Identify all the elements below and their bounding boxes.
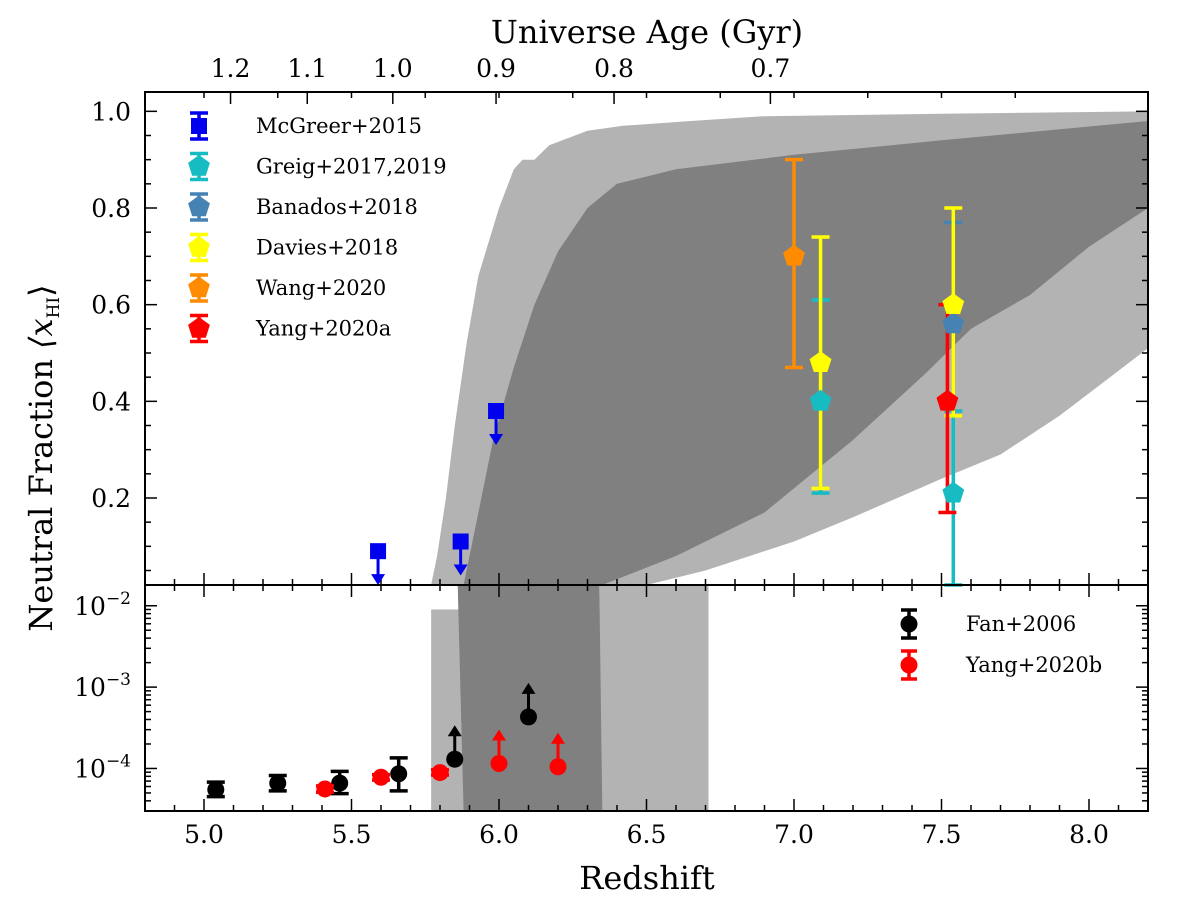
- data-point: [390, 765, 408, 783]
- data-point: [269, 774, 287, 792]
- lower-panel-data: [206, 682, 567, 799]
- tick-labels: 5.0 5.5 6.0 6.5 7.0 7.5 8.0 1.2 1.1 1.0 0.9 0.8 0.7 0…: [74, 54, 1109, 849]
- data-point: [207, 781, 225, 799]
- panel-frames: [144, 91, 1149, 812]
- legend-label: Yang+2020a: [255, 317, 391, 341]
- legend-marker: [900, 615, 918, 633]
- data-point: [942, 481, 965, 503]
- top-tick-label: 1.2: [211, 54, 251, 83]
- x-tick-label: 7.5: [922, 820, 962, 849]
- upper-panel-data: [370, 157, 965, 587]
- top-tick-label: 0.7: [751, 54, 791, 83]
- log-tick-base: 10: [74, 592, 106, 621]
- top-tick-label: 1.0: [373, 54, 413, 83]
- legend-marker: [191, 118, 207, 134]
- top-tick-label: 0.8: [594, 54, 634, 83]
- limit-arrow-head: [371, 574, 386, 586]
- limit-arrow-head: [492, 729, 506, 741]
- data-point: [936, 389, 959, 411]
- data-point: [452, 533, 469, 550]
- legend-marker: [188, 276, 210, 298]
- y-axis-label-text: Neutral Fraction: [22, 359, 60, 632]
- legend-label: Greig+2017,2019: [256, 155, 447, 179]
- log-tick-base: 10: [74, 673, 106, 702]
- log-tick-label: 10−2: [74, 589, 131, 621]
- y-tick-label: 0.8: [91, 194, 131, 223]
- limit-arrow-head: [447, 725, 462, 737]
- legend-label: Fan+2006: [966, 612, 1076, 636]
- top-axis-label: Universe Age (Gyr): [491, 13, 803, 51]
- y-axis-label-close: ⟩: [22, 284, 60, 296]
- y-axis-label-sub: HI: [44, 297, 64, 319]
- legend-upper: McGreer+2015 Greig+2017,2019 Banados+2018 D…: [188, 111, 447, 344]
- band-outer-lower-top: [599, 585, 709, 811]
- data-point: [331, 774, 349, 792]
- plot-frame: [144, 91, 1149, 812]
- data-point: [942, 312, 965, 334]
- y-axis-label-math: ⟨x: [22, 318, 60, 349]
- top-tick-label: 0.9: [476, 54, 516, 83]
- limit-arrow-head: [551, 732, 565, 744]
- x-axis-label: Redshift: [579, 859, 715, 897]
- x-tick-label: 6.5: [627, 820, 667, 849]
- data-point: [316, 780, 334, 798]
- y-tick-label: 0.2: [91, 484, 131, 513]
- top-tick-label: 1.1: [287, 54, 327, 83]
- log-tick-exp: −3: [106, 670, 131, 690]
- legend-marker: [188, 195, 210, 217]
- lower-confidence-bands: [431, 585, 709, 811]
- legend-marker: [188, 236, 210, 257]
- x-tick-label: 5.5: [332, 820, 372, 849]
- y-tick-label: 0.6: [91, 291, 131, 320]
- data-point: [942, 293, 965, 314]
- limit-arrow-head: [521, 682, 536, 694]
- data-point: [370, 543, 387, 560]
- data-point: [783, 244, 805, 266]
- log-tick-base: 10: [74, 754, 106, 783]
- limit-arrow-head: [489, 434, 504, 445]
- data-point: [490, 755, 508, 773]
- y-tick-label: 1.0: [91, 97, 131, 126]
- data-point: [520, 708, 537, 726]
- legend-label: Wang+2020: [256, 276, 386, 300]
- x-tick-label: 8.0: [1069, 820, 1109, 849]
- data-point: [372, 768, 390, 786]
- y-tick-label: 0.4: [91, 387, 131, 416]
- legend-marker: [900, 656, 918, 674]
- legend-lower: Fan+2006 Yang+2020b: [900, 608, 1102, 681]
- band-inner-upper: [463, 121, 1149, 585]
- upper-confidence-bands: [431, 111, 1149, 586]
- y-axis-label: Neutral Fraction ⟨xHI⟩: [22, 284, 64, 631]
- data-point: [488, 403, 505, 419]
- log-tick-exp: −2: [106, 589, 131, 609]
- log-tick-label: 10−4: [74, 751, 131, 783]
- data-point: [809, 389, 832, 411]
- x-tick-label: 7.0: [774, 820, 814, 849]
- data-point: [549, 758, 567, 776]
- limit-arrow-head: [453, 564, 468, 576]
- data-point: [809, 351, 832, 372]
- legend-label: Davies+2018: [256, 236, 398, 260]
- log-tick-label: 10−3: [74, 670, 131, 702]
- data-point: [431, 764, 449, 782]
- x-tick-label: 6.0: [479, 820, 519, 849]
- log-tick-exp: −4: [106, 751, 131, 771]
- legend-marker: [188, 317, 210, 338]
- legend-marker: [188, 155, 210, 176]
- legend-label: Banados+2018: [256, 195, 418, 219]
- legend-label: McGreer+2015: [256, 114, 422, 138]
- data-point: [446, 750, 464, 768]
- legend-label: Yang+2020b: [965, 653, 1102, 677]
- x-tick-label: 5.0: [184, 820, 224, 849]
